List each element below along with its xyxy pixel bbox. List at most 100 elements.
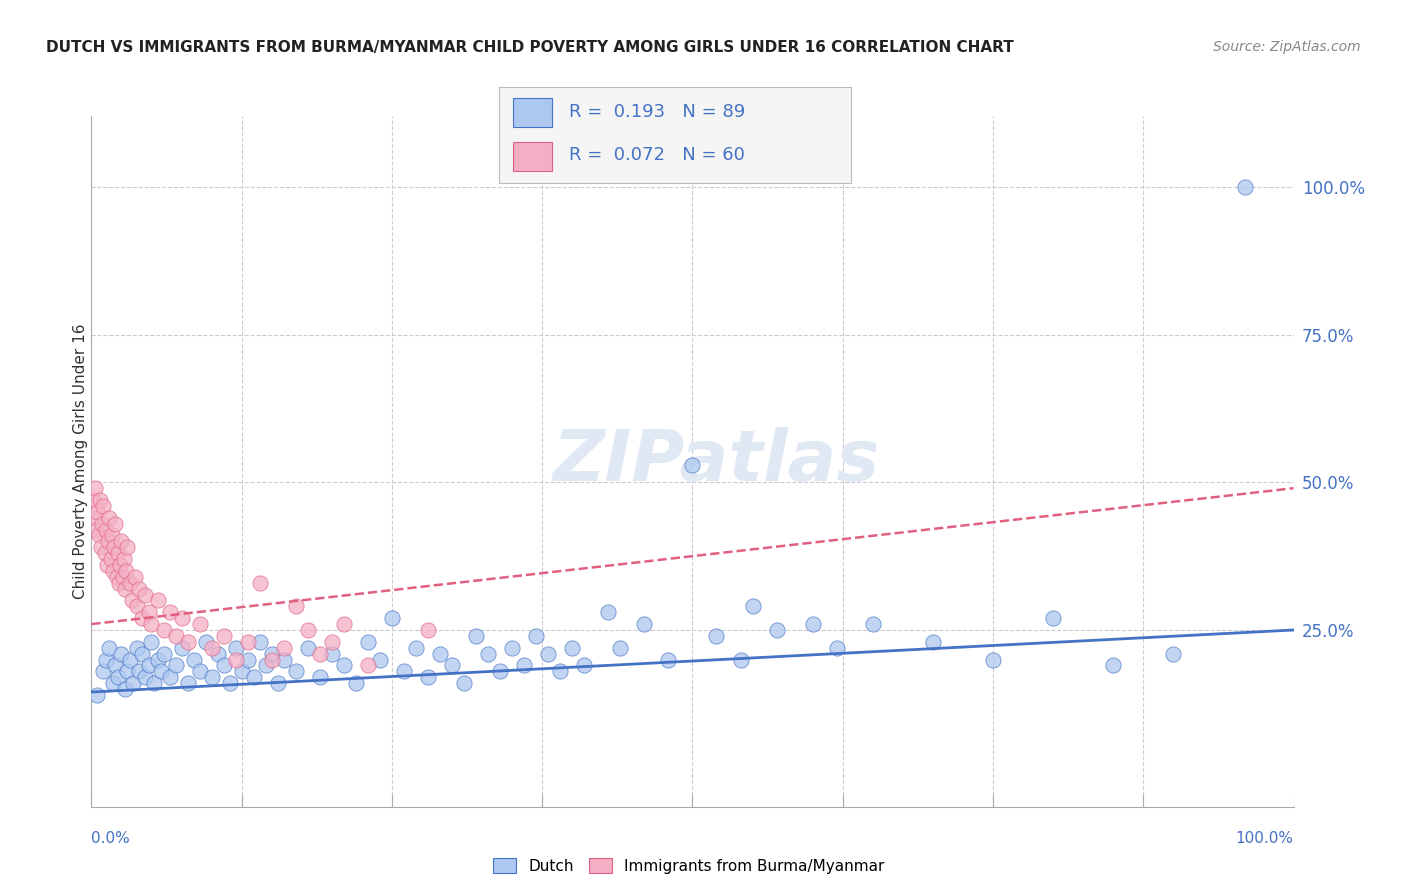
Point	[134, 670, 156, 684]
Point	[87, 528, 110, 542]
Point	[159, 605, 181, 619]
Point	[128, 665, 150, 679]
Point	[122, 676, 145, 690]
Point	[94, 523, 117, 537]
Point	[131, 611, 153, 625]
Point	[273, 640, 295, 655]
Point	[108, 575, 131, 590]
Point	[170, 640, 193, 655]
Point	[321, 635, 343, 649]
Point	[297, 640, 319, 655]
Point	[170, 611, 193, 625]
Point	[124, 570, 146, 584]
Point	[308, 670, 330, 684]
Point	[117, 665, 139, 679]
Point	[82, 493, 104, 508]
Point	[598, 605, 620, 619]
Point	[200, 640, 222, 655]
Point	[110, 534, 132, 549]
Point	[142, 676, 165, 690]
Point	[107, 546, 129, 560]
Point	[537, 647, 560, 661]
Point	[273, 652, 295, 666]
Point	[104, 658, 127, 673]
Point	[225, 640, 247, 655]
Point	[110, 647, 132, 661]
Point	[93, 499, 115, 513]
Point	[1042, 611, 1064, 625]
Point	[94, 652, 117, 666]
Point	[242, 670, 264, 684]
Point	[134, 588, 156, 602]
Point	[90, 541, 112, 555]
Point	[138, 605, 160, 619]
Point	[84, 481, 107, 495]
Point	[141, 635, 163, 649]
Point	[429, 647, 451, 661]
Point	[254, 658, 277, 673]
Point	[231, 665, 253, 679]
Point	[159, 670, 181, 684]
Point	[152, 647, 174, 661]
Point	[183, 652, 205, 666]
Point	[249, 575, 271, 590]
Point	[825, 640, 848, 655]
Y-axis label: Child Poverty Among Girls Under 16: Child Poverty Among Girls Under 16	[73, 324, 87, 599]
Point	[284, 665, 307, 679]
Point	[86, 688, 108, 702]
Point	[681, 458, 703, 472]
Text: Source: ZipAtlas.com: Source: ZipAtlas.com	[1213, 40, 1361, 54]
Point	[188, 617, 211, 632]
Point	[98, 510, 121, 524]
Point	[146, 593, 169, 607]
FancyBboxPatch shape	[513, 143, 551, 171]
Point	[207, 647, 229, 661]
Point	[260, 652, 283, 666]
Point	[453, 676, 475, 690]
Text: ZIPatlas: ZIPatlas	[553, 427, 880, 496]
Point	[741, 599, 763, 614]
Point	[118, 652, 141, 666]
Point	[83, 510, 105, 524]
Point	[152, 623, 174, 637]
Point	[321, 647, 343, 661]
Point	[922, 635, 945, 649]
Point	[146, 652, 169, 666]
Point	[86, 505, 108, 519]
Point	[165, 629, 187, 643]
Point	[236, 635, 259, 649]
Point	[105, 570, 128, 584]
Point	[93, 665, 115, 679]
Point	[188, 665, 211, 679]
Point	[131, 647, 153, 661]
Point	[333, 617, 356, 632]
Point	[381, 611, 404, 625]
Point	[657, 652, 679, 666]
Point	[121, 593, 143, 607]
Point	[249, 635, 271, 649]
Point	[150, 665, 173, 679]
Point	[574, 658, 596, 673]
Point	[513, 658, 536, 673]
Point	[112, 552, 135, 566]
Point	[1102, 658, 1125, 673]
Text: 0.0%: 0.0%	[91, 831, 131, 846]
Point	[609, 640, 631, 655]
Point	[706, 629, 728, 643]
Point	[93, 546, 115, 560]
Point	[97, 534, 120, 549]
Text: DUTCH VS IMMIGRANTS FROM BURMA/MYANMAR CHILD POVERTY AMONG GIRLS UNDER 16 CORREL: DUTCH VS IMMIGRANTS FROM BURMA/MYANMAR C…	[46, 40, 1014, 55]
Point	[114, 582, 136, 596]
Point	[357, 635, 380, 649]
Point	[260, 647, 283, 661]
Point	[104, 516, 127, 531]
Point	[128, 582, 150, 596]
Point	[200, 670, 222, 684]
Point	[561, 640, 583, 655]
Point	[284, 599, 307, 614]
Point	[1234, 179, 1257, 194]
Text: 100.0%: 100.0%	[1236, 831, 1294, 846]
Point	[176, 676, 198, 690]
Point	[416, 623, 439, 637]
Point	[125, 599, 148, 614]
